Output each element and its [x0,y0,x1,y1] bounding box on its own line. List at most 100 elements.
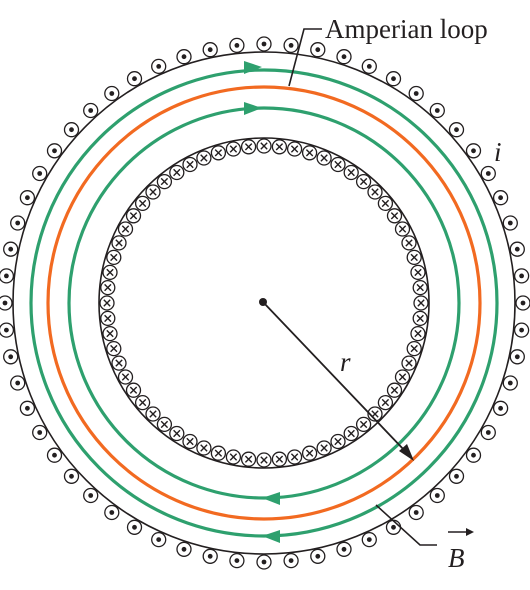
current-out-of-page-icon [151,531,167,548]
inner-winding [99,138,429,468]
current-out-of-page-icon [385,71,402,87]
current-out-of-page-icon [283,37,299,54]
current-out-of-page-icon [0,295,13,311]
current-label: i [494,137,502,167]
radius-line [262,301,407,453]
amperian-loop-leader [288,28,322,87]
amperian-loop-label: Amperian loop [325,14,488,44]
current-out-of-page-icon [408,504,424,521]
current-into-page-icon [410,264,426,281]
current-out-of-page-icon [480,165,496,182]
current-out-of-page-icon [10,215,26,231]
current-into-page-icon [377,394,394,411]
current-out-of-page-icon [46,143,63,159]
current-into-page-icon [145,184,161,200]
current-out-of-page-icon [448,468,465,484]
current-out-of-page-icon [202,548,218,564]
current-out-of-page-icon [63,468,80,484]
current-into-page-icon [156,416,173,433]
current-out-of-page-icon [513,322,530,338]
current-out-of-page-icon [46,447,63,463]
current-out-of-page-icon [19,190,36,206]
current-out-of-page-icon [83,487,99,504]
outer-winding [0,36,530,570]
current-into-page-icon [111,235,127,251]
current-into-page-icon [406,340,422,357]
current-into-page-icon [410,325,426,342]
current-into-page-icon [240,451,257,467]
current-into-page-icon [100,310,116,327]
current-out-of-page-icon [0,322,15,338]
current-into-page-icon [125,208,142,224]
current-into-page-icon [169,164,185,181]
current-out-of-page-icon [465,447,482,463]
current-into-page-icon [413,295,429,311]
current-into-page-icon [286,141,303,157]
current-out-of-page-icon [361,58,377,75]
current-out-of-page-icon [83,102,99,119]
current-into-page-icon [117,369,134,385]
field-arrowhead-outer-bottom [262,530,280,543]
current-out-of-page-icon [502,375,518,391]
current-into-page-icon [401,355,417,371]
toroid-inner-boundary [98,137,430,469]
current-out-of-page-icon [310,42,326,58]
current-into-page-icon [286,449,303,465]
current-out-of-page-icon [104,504,120,521]
current-into-page-icon [394,221,411,237]
current-out-of-page-icon [336,49,352,65]
current-into-page-icon [102,325,118,342]
current-into-page-icon [401,235,417,251]
current-out-of-page-icon [3,241,19,257]
current-into-page-icon [330,433,346,450]
current-into-page-icon [196,150,212,166]
current-into-page-icon [117,221,134,237]
current-into-page-icon [330,156,346,173]
current-out-of-page-icon [408,85,424,102]
current-into-page-icon [271,451,288,467]
current-out-of-page-icon [513,268,530,284]
current-out-of-page-icon [63,122,80,138]
current-into-page-icon [394,369,411,385]
current-into-page-icon [256,138,272,154]
current-out-of-page-icon [480,424,496,441]
current-into-page-icon [196,440,212,456]
current-out-of-page-icon [429,487,445,504]
current-into-page-icon [386,208,403,224]
current-into-page-icon [106,340,122,357]
current-into-page-icon [125,382,142,398]
field-arrowhead-inner-bottom [262,492,280,505]
current-out-of-page-icon [448,122,465,138]
current-into-page-icon [210,445,227,461]
current-out-of-page-icon [256,554,272,570]
current-into-page-icon [156,173,173,190]
current-out-of-page-icon [104,85,120,102]
current-into-page-icon [182,156,198,173]
current-out-of-page-icon [492,400,509,416]
current-into-page-icon [355,173,372,190]
current-into-page-icon [106,249,122,266]
current-into-page-icon [301,445,318,461]
current-out-of-page-icon [310,548,326,564]
current-into-page-icon [343,425,359,442]
current-into-page-icon [355,416,372,433]
current-out-of-page-icon [229,37,245,54]
current-into-page-icon [406,249,422,266]
radius-label: r [340,347,351,377]
current-out-of-page-icon [32,424,48,441]
field-vector-arrowhead [466,528,474,536]
current-out-of-page-icon [515,295,530,311]
current-out-of-page-icon [202,42,218,58]
current-out-of-page-icon [465,143,482,159]
current-into-page-icon [99,295,115,311]
field-arrowhead-inner-top [244,102,262,115]
amperian-loop [46,85,482,521]
current-out-of-page-icon [429,102,445,119]
field-arrowhead-outer-top [244,61,262,74]
current-into-page-icon [240,139,257,155]
current-into-page-icon [377,195,394,212]
current-out-of-page-icon [492,190,509,206]
field-label-leader [375,504,437,546]
current-out-of-page-icon [151,58,167,75]
